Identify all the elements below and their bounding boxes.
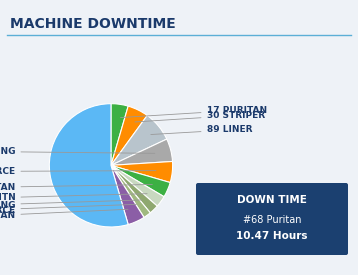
Text: 74 PURITAN: 74 PURITAN: [0, 183, 153, 192]
Text: #68 Puritan: #68 Puritan: [243, 215, 301, 225]
Wedge shape: [111, 161, 173, 183]
Text: 89 LINER: 89 LINER: [151, 125, 252, 134]
Wedge shape: [111, 165, 164, 206]
Text: 108 LACING: 108 LACING: [0, 147, 155, 156]
Text: 76 PURITAN: 76 PURITAN: [0, 209, 128, 220]
Text: 17 PURITAN: 17 PURITAN: [121, 106, 267, 117]
Wedge shape: [111, 116, 167, 165]
Text: 10.47 Hours: 10.47 Hours: [236, 231, 308, 241]
Wedge shape: [111, 139, 173, 165]
Wedge shape: [111, 165, 144, 225]
Text: 66 PURITN: 66 PURITN: [0, 193, 147, 202]
Text: 61 REINFORCE: 61 REINFORCE: [0, 204, 136, 215]
Text: 62 REINFORCE: 62 REINFORCE: [0, 167, 156, 176]
Wedge shape: [111, 106, 147, 165]
Wedge shape: [49, 104, 128, 227]
Wedge shape: [111, 165, 157, 213]
Text: DOWN TIME: DOWN TIME: [237, 195, 307, 205]
Text: 41 MOULDING: 41 MOULDING: [0, 200, 142, 210]
Wedge shape: [111, 104, 128, 165]
Wedge shape: [111, 165, 150, 218]
Text: MACHINE DOWNTIME: MACHINE DOWNTIME: [10, 17, 176, 31]
Text: 30 STRIPER: 30 STRIPER: [135, 111, 265, 122]
Wedge shape: [111, 165, 170, 197]
FancyBboxPatch shape: [196, 183, 348, 255]
